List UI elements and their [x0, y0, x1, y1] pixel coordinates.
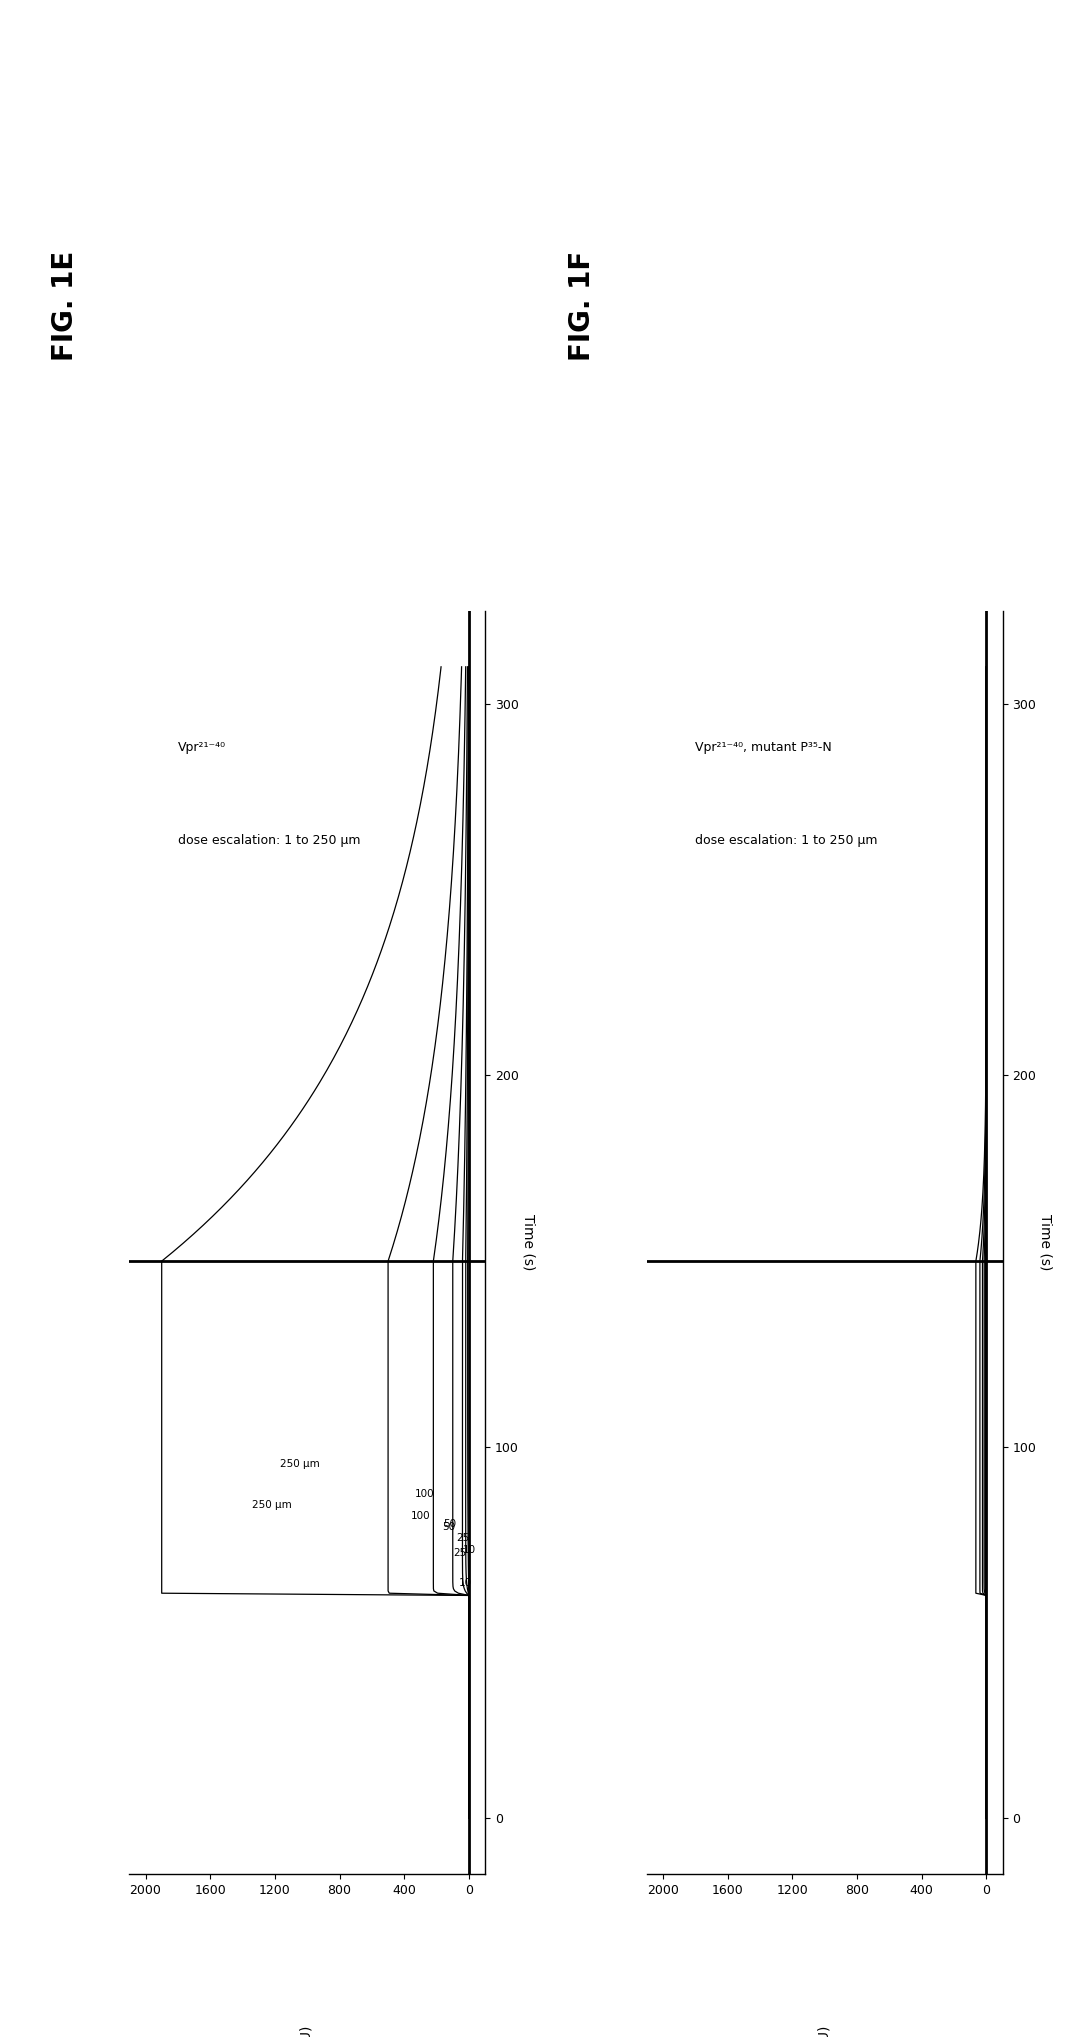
Text: 250 μm: 250 μm [252, 1499, 292, 1509]
Text: dose escalation: 1 to 250 μm: dose escalation: 1 to 250 μm [695, 833, 877, 847]
Text: 10: 10 [459, 1579, 472, 1589]
Text: Vpr²¹⁻⁴⁰, mutant P³⁵-N: Vpr²¹⁻⁴⁰, mutant P³⁵-N [695, 741, 832, 754]
Text: 50: 50 [442, 1522, 456, 1532]
Text: 250 μm: 250 μm [280, 1458, 320, 1469]
Text: Vpr²¹⁻⁴⁰: Vpr²¹⁻⁴⁰ [178, 741, 226, 754]
Text: 100: 100 [415, 1489, 434, 1499]
Text: 100: 100 [411, 1511, 430, 1522]
Text: 25: 25 [454, 1548, 467, 1558]
Y-axis label: Time (s): Time (s) [1039, 1214, 1053, 1271]
Text: dose escalation: 1 to 250 μm: dose escalation: 1 to 250 μm [178, 833, 360, 847]
Text: FIG. 1E: FIG. 1E [51, 251, 79, 361]
Text: 50: 50 [443, 1520, 456, 1528]
Text: 10: 10 [462, 1544, 475, 1554]
Text: 25: 25 [456, 1534, 469, 1544]
X-axis label: Response (RU): Response (RU) [818, 2025, 831, 2037]
X-axis label: Response (RU): Response (RU) [301, 2025, 314, 2037]
Y-axis label: Time (s): Time (s) [522, 1214, 536, 1271]
Text: FIG. 1F: FIG. 1F [568, 251, 596, 361]
